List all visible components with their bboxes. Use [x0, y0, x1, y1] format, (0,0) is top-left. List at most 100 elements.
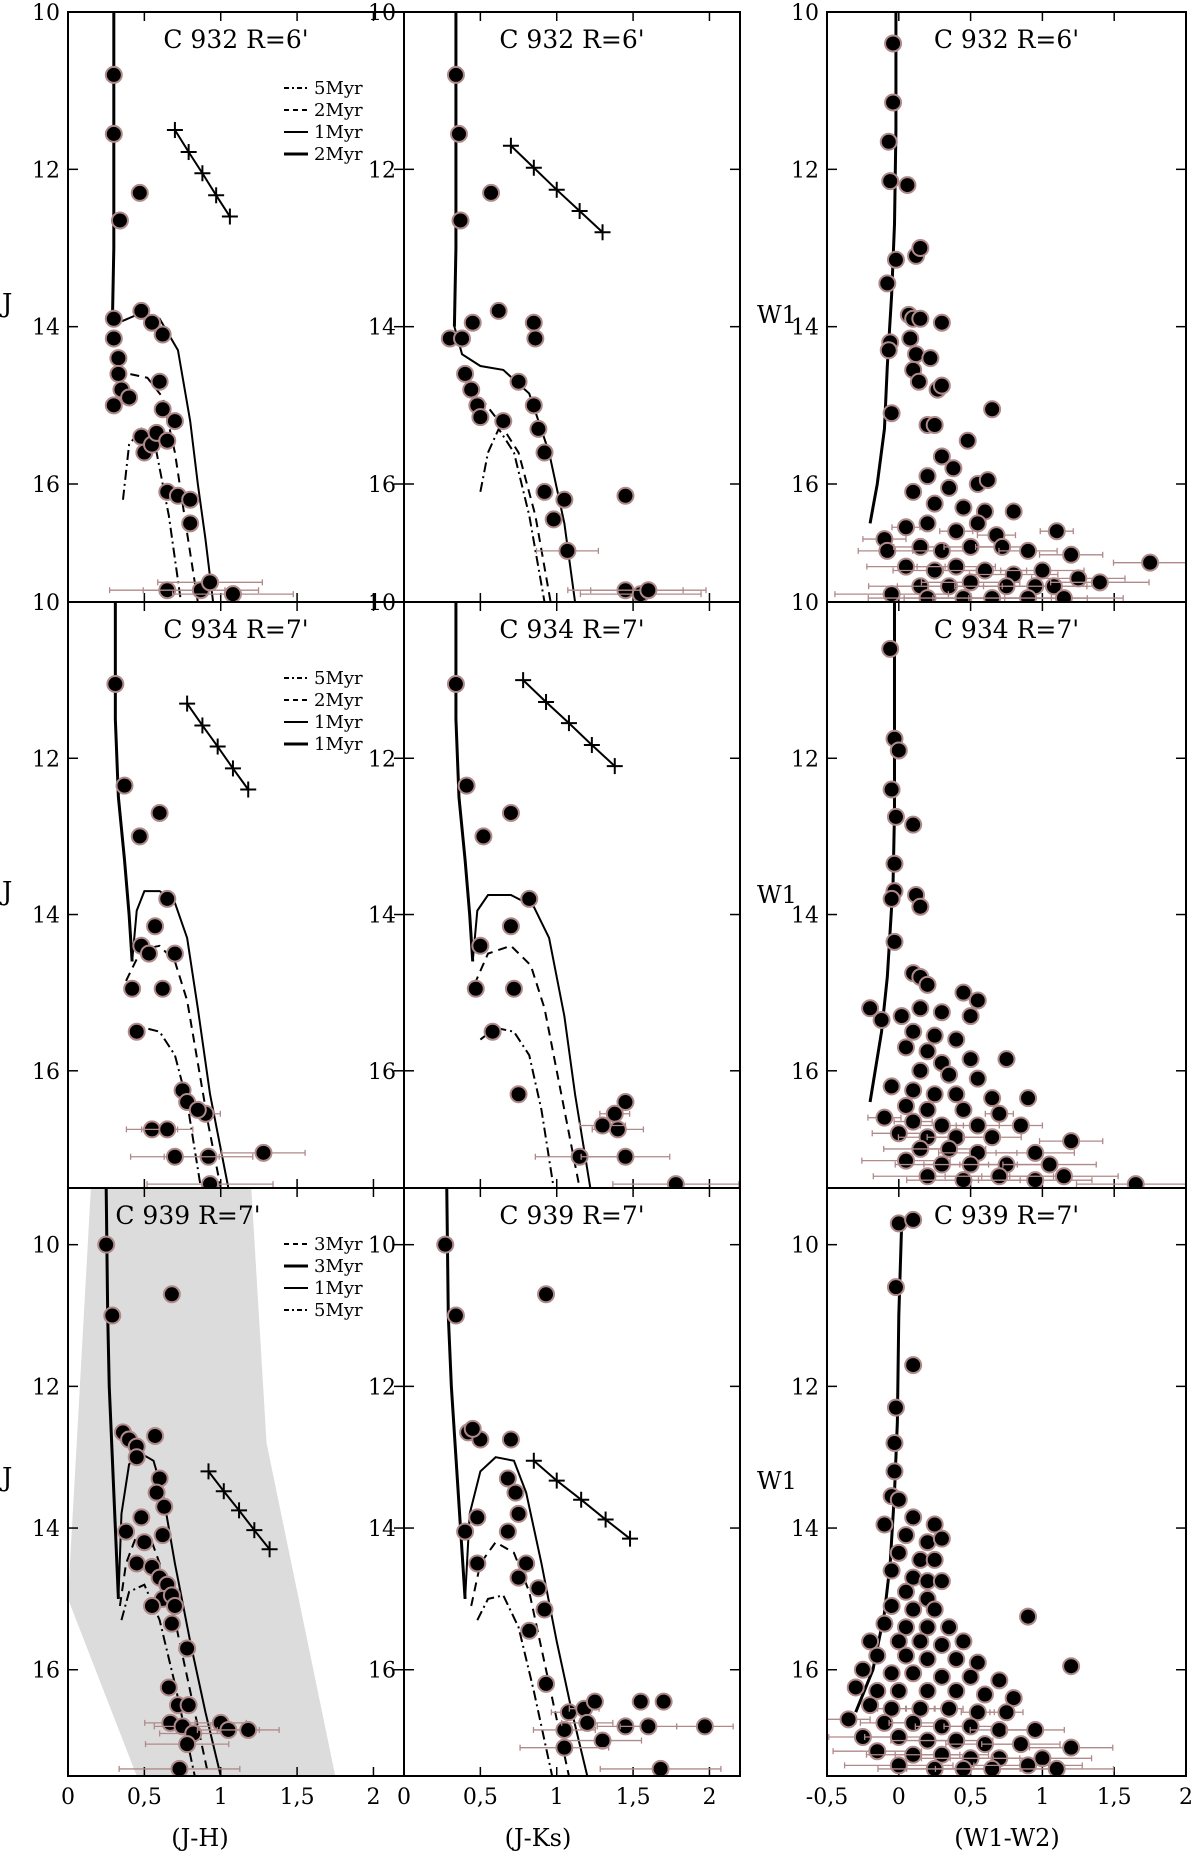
data-point	[483, 1022, 502, 1041]
data-point	[932, 447, 951, 466]
y-tick-label: 14	[791, 316, 819, 341]
data-point	[1047, 522, 1066, 541]
data-point	[975, 561, 994, 580]
data-point	[872, 1011, 891, 1030]
data-point	[896, 1646, 915, 1665]
data-point	[1040, 1155, 1059, 1174]
data-point	[918, 1167, 937, 1186]
data-point	[631, 1692, 650, 1711]
data-point	[918, 1042, 937, 1061]
y-tick-label: 12	[368, 747, 396, 772]
data-point	[885, 1434, 904, 1453]
data-point	[468, 1508, 487, 1527]
data-point	[932, 1572, 951, 1591]
y-tick-label: 16	[368, 1659, 396, 1684]
data-point	[940, 1699, 959, 1718]
data-point	[132, 1508, 151, 1527]
data-point	[889, 1490, 908, 1509]
data-point	[165, 944, 184, 963]
data-point	[146, 917, 165, 936]
data-point	[968, 1653, 987, 1672]
data-point	[188, 1100, 207, 1119]
data-point	[132, 301, 151, 320]
data-point	[1047, 1759, 1066, 1776]
data-point	[130, 827, 149, 846]
y-tick-label: 16	[32, 1060, 60, 1085]
panel-frame	[403, 1187, 741, 1777]
y-tick-label: 16	[791, 473, 819, 498]
data-point	[896, 518, 915, 537]
data-point	[150, 803, 169, 822]
data-point	[904, 482, 923, 501]
data-point	[104, 309, 123, 328]
data-point	[882, 1664, 901, 1683]
data-point	[585, 1692, 604, 1711]
data-point	[940, 1139, 959, 1158]
data-point	[520, 1621, 539, 1640]
panel-frame	[826, 601, 1187, 1189]
data-point	[889, 1756, 908, 1775]
data-point	[501, 1430, 520, 1449]
data-point	[158, 889, 177, 908]
data-point	[911, 537, 930, 556]
data-point	[494, 412, 513, 431]
data-point	[990, 1104, 1009, 1123]
data-point	[904, 815, 923, 834]
data-point	[911, 897, 930, 916]
legend-label: 1Myr	[314, 712, 363, 733]
data-point	[839, 1710, 858, 1729]
data-point	[925, 1600, 944, 1619]
data-point	[868, 1646, 887, 1665]
legend-label: 1Myr	[314, 122, 363, 143]
data-point	[968, 991, 987, 1010]
panel-2: 10 12 14 16 C 932 R=6'	[368, 1, 741, 603]
y-tick-label: 10	[368, 1234, 396, 1259]
panel-8: 10 12 14 16 0 0,5 1 1,5 2 C 939 R=7'	[368, 1187, 741, 1810]
legend-label: 3Myr	[314, 1256, 363, 1277]
y-tick-label: 10	[32, 1, 60, 26]
data-point	[904, 1600, 923, 1619]
data-point	[1062, 1657, 1081, 1676]
data-point	[904, 1508, 923, 1527]
data-point	[463, 313, 482, 332]
data-point	[932, 1667, 951, 1686]
data-point	[170, 1759, 189, 1776]
data-point	[150, 372, 169, 391]
data-point	[904, 1713, 923, 1732]
data-point	[925, 416, 944, 434]
data-point	[555, 1720, 574, 1739]
data-point	[879, 341, 898, 360]
data-point	[449, 124, 468, 143]
x-tick-label: 1,5	[1097, 1785, 1132, 1810]
data-point	[1141, 553, 1160, 572]
data-point	[886, 250, 905, 269]
data-point	[875, 1108, 894, 1127]
y-tick-label: 14	[368, 904, 396, 929]
row3-ylabel-right: W1	[757, 1467, 797, 1495]
data-point	[1062, 545, 1081, 564]
data-point	[940, 1618, 959, 1637]
panel-title: C 934 R=7'	[934, 615, 1079, 644]
data-point	[886, 1398, 905, 1417]
data-point	[155, 1497, 174, 1516]
data-point	[239, 1720, 258, 1739]
data-point	[117, 1522, 136, 1541]
data-point	[868, 1681, 887, 1700]
x-tick-label: 1,5	[280, 1785, 315, 1810]
data-point	[947, 557, 966, 576]
isochrone-solid	[111, 313, 215, 602]
data-point	[932, 1116, 951, 1135]
data-point	[879, 132, 898, 151]
isochrone-dashdot	[479, 426, 546, 602]
panel-title: C 932 R=6'	[934, 25, 1079, 54]
data-point	[181, 514, 200, 533]
y-tick-label: 16	[368, 473, 396, 498]
data-point	[875, 1515, 894, 1534]
y-tick-label: 12	[791, 747, 819, 772]
data-point	[201, 573, 220, 592]
y-tick-label: 16	[32, 473, 60, 498]
data-point	[153, 400, 172, 419]
data-point	[501, 917, 520, 936]
